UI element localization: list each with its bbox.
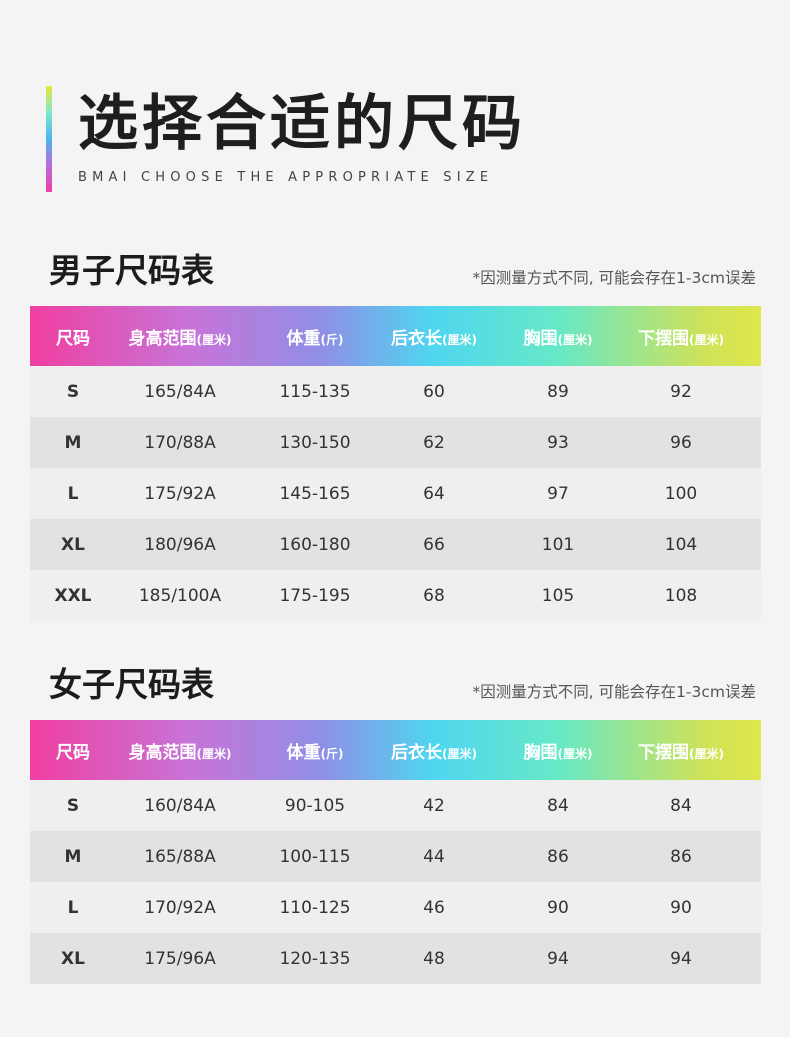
table-cell: L [67,897,79,918]
table-cell: 175/92A [144,483,216,504]
page-title: 选择合适的尺码 [78,89,526,159]
measurement-note: *因测量方式不同, 可能会存在1-3cm误差 [472,269,756,287]
table-cell: 90-105 [284,795,346,816]
men-size-section: 男子尺码表 *因测量方式不同, 可能会存在1-3cm误差 尺码 身高范围(厘米)… [30,248,761,621]
col-header-height: 身高范围(厘米) [128,328,232,349]
col-header-weight: 体重(斤) [286,328,344,349]
table-cell: 165/88A [144,846,216,867]
table-cell: 90 [670,897,692,918]
measurement-note: *因测量方式不同, 可能会存在1-3cm误差 [472,683,756,701]
table-cell: 89 [547,381,569,402]
table-row: S 165/84A 115-135 60 89 92 [30,366,761,417]
table-cell: M [64,846,82,867]
gradient-accent-bar [46,86,52,192]
col-header-chest: 胸围(厘米) [523,328,593,349]
women-size-section: 女子尺码表 *因测量方式不同, 可能会存在1-3cm误差 尺码 身高范围(厘米)… [30,662,761,984]
table-cell: 48 [423,948,445,969]
women-section-title: 女子尺码表 [49,665,214,704]
table-row: S 160/84A 90-105 42 84 84 [30,780,761,831]
table-row: XL 175/96A 120-135 48 94 94 [30,933,761,984]
table-cell: 60 [423,381,445,402]
table-cell: 42 [423,795,445,816]
table-cell: 145-165 [279,483,351,504]
table-cell: 160/84A [144,795,216,816]
table-cell: 84 [547,795,569,816]
women-section-header: 女子尺码表 *因测量方式不同, 可能会存在1-3cm误差 [30,662,761,720]
table-cell: 160-180 [279,534,351,555]
table-cell: XL [61,948,85,969]
col-header-hem: 下摆围(厘米) [638,742,724,763]
col-header-back-length: 后衣长(厘米) [391,742,477,763]
table-cell: 120-135 [279,948,351,969]
table-row: L 170/92A 110-125 46 90 90 [30,882,761,933]
table-cell: 175/96A [144,948,216,969]
table-row: XL 180/96A 160-180 66 101 104 [30,519,761,570]
table-cell: 130-150 [279,432,351,453]
table-cell: 108 [664,585,698,606]
table-cell: 68 [423,585,445,606]
table-cell: 44 [423,846,445,867]
table-cell: 90 [547,897,569,918]
col-header-back-length: 后衣长(厘米) [391,328,477,349]
table-row: M 170/88A 130-150 62 93 96 [30,417,761,468]
table-cell: 94 [547,948,569,969]
table-cell: 66 [423,534,445,555]
table-cell: S [66,381,80,402]
men-table-body: S 165/84A 115-135 60 89 92 M 170/88A 130-150 62 93… [30,366,761,621]
table-cell: 93 [547,432,569,453]
table-cell: 115-135 [279,381,351,402]
table-cell: 170/88A [144,432,216,453]
table-cell: XL [61,534,85,555]
table-row: XXL 185/100A 175-195 68 105 108 [30,570,761,621]
table-cell: 185/100A [138,585,222,606]
table-cell: 86 [670,846,692,867]
table-cell: 101 [541,534,575,555]
col-header-weight: 体重(斤) [286,742,344,763]
col-header-size: 尺码 [56,328,90,349]
table-cell: XXL [54,585,92,606]
table-cell: 94 [670,948,692,969]
table-cell: L [67,483,79,504]
table-cell: 100-115 [279,846,351,867]
table-cell: 105 [541,585,575,606]
table-cell: 86 [547,846,569,867]
table-cell: 165/84A [144,381,216,402]
table-cell: 64 [423,483,445,504]
table-cell: 96 [670,432,692,453]
col-header-height: 身高范围(厘米) [128,742,232,763]
table-cell: 175-195 [279,585,351,606]
table-cell: 104 [664,534,698,555]
page-subtitle: BMAI CHOOSE THE APPROPRIATE SIZE [78,170,494,185]
table-cell: 100 [664,483,698,504]
col-header-size: 尺码 [56,742,90,763]
table-cell: 180/96A [144,534,216,555]
men-table-header: 尺码 身高范围(厘米) 体重(斤) 后衣长(厘米) 胸围(厘米) 下摆围(厘米) [30,306,761,366]
men-section-title: 男子尺码表 [49,251,214,290]
men-section-header: 男子尺码表 *因测量方式不同, 可能会存在1-3cm误差 [30,248,761,306]
table-row: L 175/92A 145-165 64 97 100 [30,468,761,519]
table-cell: S [66,795,80,816]
table-cell: 92 [670,381,692,402]
table-cell: 84 [670,795,692,816]
women-table-header: 尺码 身高范围(厘米) 体重(斤) 后衣长(厘米) 胸围(厘米) 下摆围(厘米) [30,720,761,780]
col-header-hem: 下摆围(厘米) [638,328,724,349]
table-cell: M [64,432,82,453]
table-row: M 165/88A 100-115 44 86 86 [30,831,761,882]
table-cell: 97 [547,483,569,504]
table-cell: 110-125 [279,897,351,918]
table-cell: 170/92A [144,897,216,918]
table-cell: 62 [423,432,445,453]
table-cell: 46 [423,897,445,918]
col-header-chest: 胸围(厘米) [523,742,593,763]
women-table-body: S 160/84A 90-105 42 84 84 M 165/88A 100-115 44 86 8… [30,780,761,984]
